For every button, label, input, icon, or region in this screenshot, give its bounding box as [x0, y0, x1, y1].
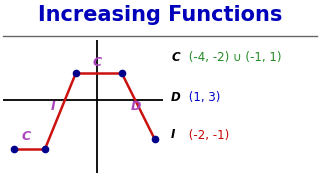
- Text: C: C: [171, 51, 180, 64]
- Text: (-2, -1): (-2, -1): [185, 129, 229, 141]
- Text: I: I: [171, 129, 176, 141]
- Text: Increasing Functions: Increasing Functions: [38, 5, 282, 25]
- Text: D: D: [171, 91, 181, 104]
- Text: D: D: [131, 100, 141, 113]
- Text: (1, 3): (1, 3): [185, 91, 220, 104]
- Text: (-4, -2) ∪ (-1, 1): (-4, -2) ∪ (-1, 1): [185, 51, 281, 64]
- Text: I: I: [51, 100, 55, 113]
- Text: C: C: [92, 56, 101, 69]
- Text: C: C: [21, 130, 31, 143]
